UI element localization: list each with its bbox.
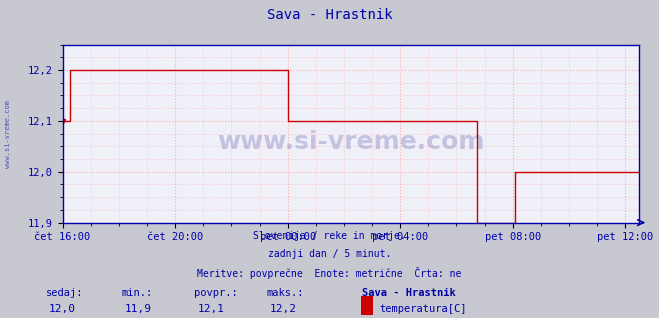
Text: 12,0: 12,0 [49,304,76,314]
Text: www.si-vreme.com: www.si-vreme.com [5,100,11,168]
Text: Meritve: povprečne  Enote: metrične  Črta: ne: Meritve: povprečne Enote: metrične Črta:… [197,267,462,280]
Text: povpr.:: povpr.: [194,288,238,298]
Text: temperatura[C]: temperatura[C] [379,304,467,314]
Text: maks.:: maks.: [267,288,304,298]
Text: www.si-vreme.com: www.si-vreme.com [217,130,484,155]
Text: 12,2: 12,2 [270,304,297,314]
Text: 11,9: 11,9 [125,304,152,314]
Text: Sava - Hrastnik: Sava - Hrastnik [362,288,456,298]
Text: min.:: min.: [122,288,153,298]
Text: zadnji dan / 5 minut.: zadnji dan / 5 minut. [268,249,391,259]
Text: 12,1: 12,1 [198,304,224,314]
Text: sedaj:: sedaj: [46,288,84,298]
Text: Sava - Hrastnik: Sava - Hrastnik [267,8,392,22]
Text: Slovenija / reke in morje.: Slovenija / reke in morje. [253,231,406,240]
